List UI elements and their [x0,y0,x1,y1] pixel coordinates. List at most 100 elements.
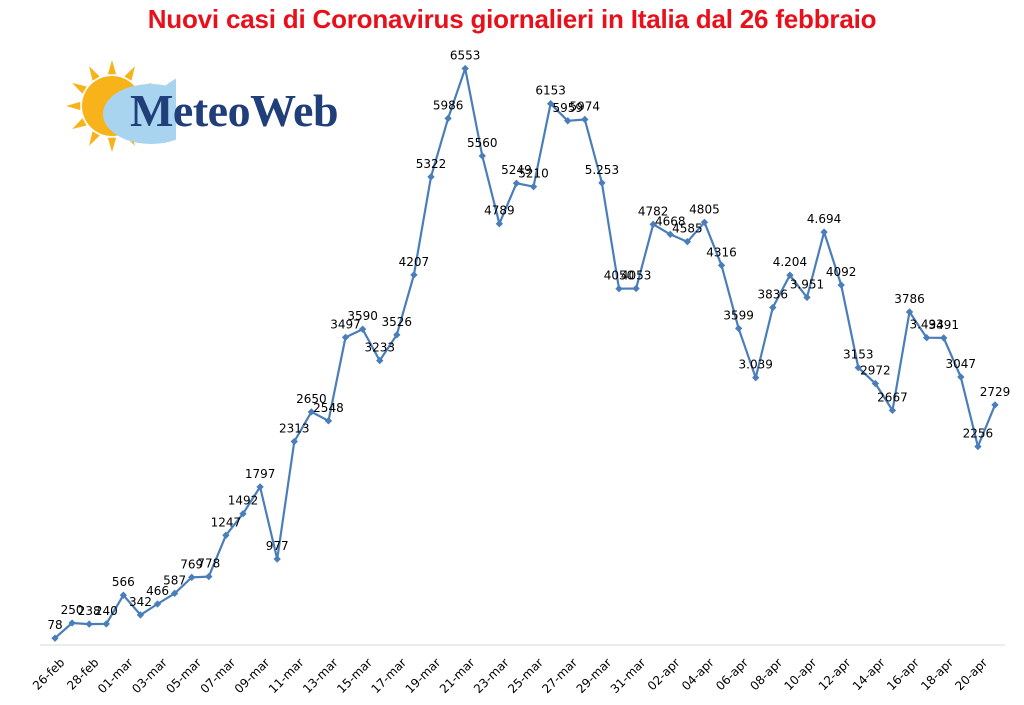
x-tick-label: 18-apr [918,655,956,693]
data-point [803,293,811,302]
x-tick-label: 27-mar [539,655,580,696]
data-label: 3599 [723,308,754,322]
x-tick-label: 06-apr [713,655,751,693]
x-tick-label: 14-apr [850,655,888,693]
data-point [991,401,999,409]
data-label: 1247 [211,515,242,529]
data-label: 2548 [313,401,344,415]
data-label: 3497 [330,317,361,331]
data-label: 5959 [552,101,583,115]
data-label: 1492 [228,494,259,508]
data-point [871,379,880,388]
x-tick-label: 09-mar [232,655,273,696]
x-tick-label: 23-mar [471,655,512,696]
data-label: 2256 [963,427,994,441]
data-point [256,483,264,491]
data-label: 3786 [894,292,925,306]
x-tick-label: 02-apr [645,655,683,693]
data-label: 587 [163,573,186,587]
data-point [598,179,606,187]
data-point [393,331,401,339]
data-label: 3047 [946,357,977,371]
data-point [888,406,897,415]
data-point [495,220,504,228]
data-label: 3153 [843,348,874,362]
data-label: 769 [180,557,203,571]
meteoweb-logo: MeteoWeb [66,56,396,156]
data-point [615,285,623,293]
data-label: 3590 [347,309,378,323]
data-label: 4585 [672,222,703,236]
data-point [529,182,538,191]
data-point [940,334,948,342]
data-point [564,117,572,125]
data-point [119,591,128,599]
x-tick-label: 25-mar [505,655,546,696]
data-label: 6553 [450,49,481,63]
data-point [68,619,76,627]
data-point [905,308,914,316]
data-point [290,437,298,446]
sun-ray [124,66,135,81]
data-point [222,531,230,539]
x-tick-label: 08-apr [747,655,785,693]
chart-title: Nuovi casi di Coronavirus giornalieri in… [147,4,877,34]
logo-text: MeteoWeb [130,85,339,136]
data-point [752,373,760,382]
sun-ray [72,118,87,129]
x-tick-label: 03-mar [129,655,170,696]
data-label: 4092 [826,265,857,279]
data-point [461,64,469,73]
data-label: 4.204 [773,255,807,269]
sun-ray [89,131,100,146]
data-label: 5974 [570,99,601,113]
data-point [666,230,674,239]
data-label: 4207 [399,255,430,269]
data-point [427,173,435,181]
data-point [957,373,965,381]
data-label: 3526 [382,315,413,329]
data-label: 5986 [433,98,464,112]
data-point [769,303,777,312]
data-label: 778 [197,557,220,571]
data-label: 4668 [655,214,686,228]
x-tick-label: 13-mar [300,655,341,696]
data-label: 3836 [758,288,789,302]
data-label: 2667 [877,390,908,404]
x-tick-labels: 26-feb28-feb01-mar03-mar05-mar07-mar09-m… [30,655,990,696]
data-label: 78 [47,618,62,632]
series-markers [51,64,999,642]
data-point [239,510,247,518]
sun-ray [66,101,81,111]
data-label: 2972 [860,364,891,378]
data-label: 3.039 [739,358,773,372]
data-point [85,620,93,628]
data-point [717,261,726,269]
x-tick-label: 07-mar [198,655,239,696]
data-point [478,152,486,160]
data-label: 2313 [279,422,310,436]
data-label: 4.694 [807,212,841,226]
data-label: 2650 [296,392,327,406]
x-tick-label: 16-apr [884,655,922,693]
sun-cloud-icon [66,60,176,152]
data-label: 5249 [501,163,532,177]
data-label: 5322 [416,157,447,171]
data-label: 977 [266,539,289,553]
data-point [410,271,418,279]
x-tick-label: 21-mar [437,655,478,696]
data-point [376,356,384,365]
data-point [820,228,828,236]
x-tick-label: 19-mar [403,655,444,696]
x-tick-label: 11-mar [266,655,307,696]
data-label: 250 [61,603,84,617]
sun-ray [107,60,117,75]
sun-ray [72,83,87,94]
sun-ray [107,137,117,152]
data-point [683,237,692,246]
x-tick-label: 17-mar [368,655,409,696]
x-tick-label: 26-feb [30,655,67,692]
data-label: 5.253 [585,163,619,177]
data-point [974,442,982,451]
